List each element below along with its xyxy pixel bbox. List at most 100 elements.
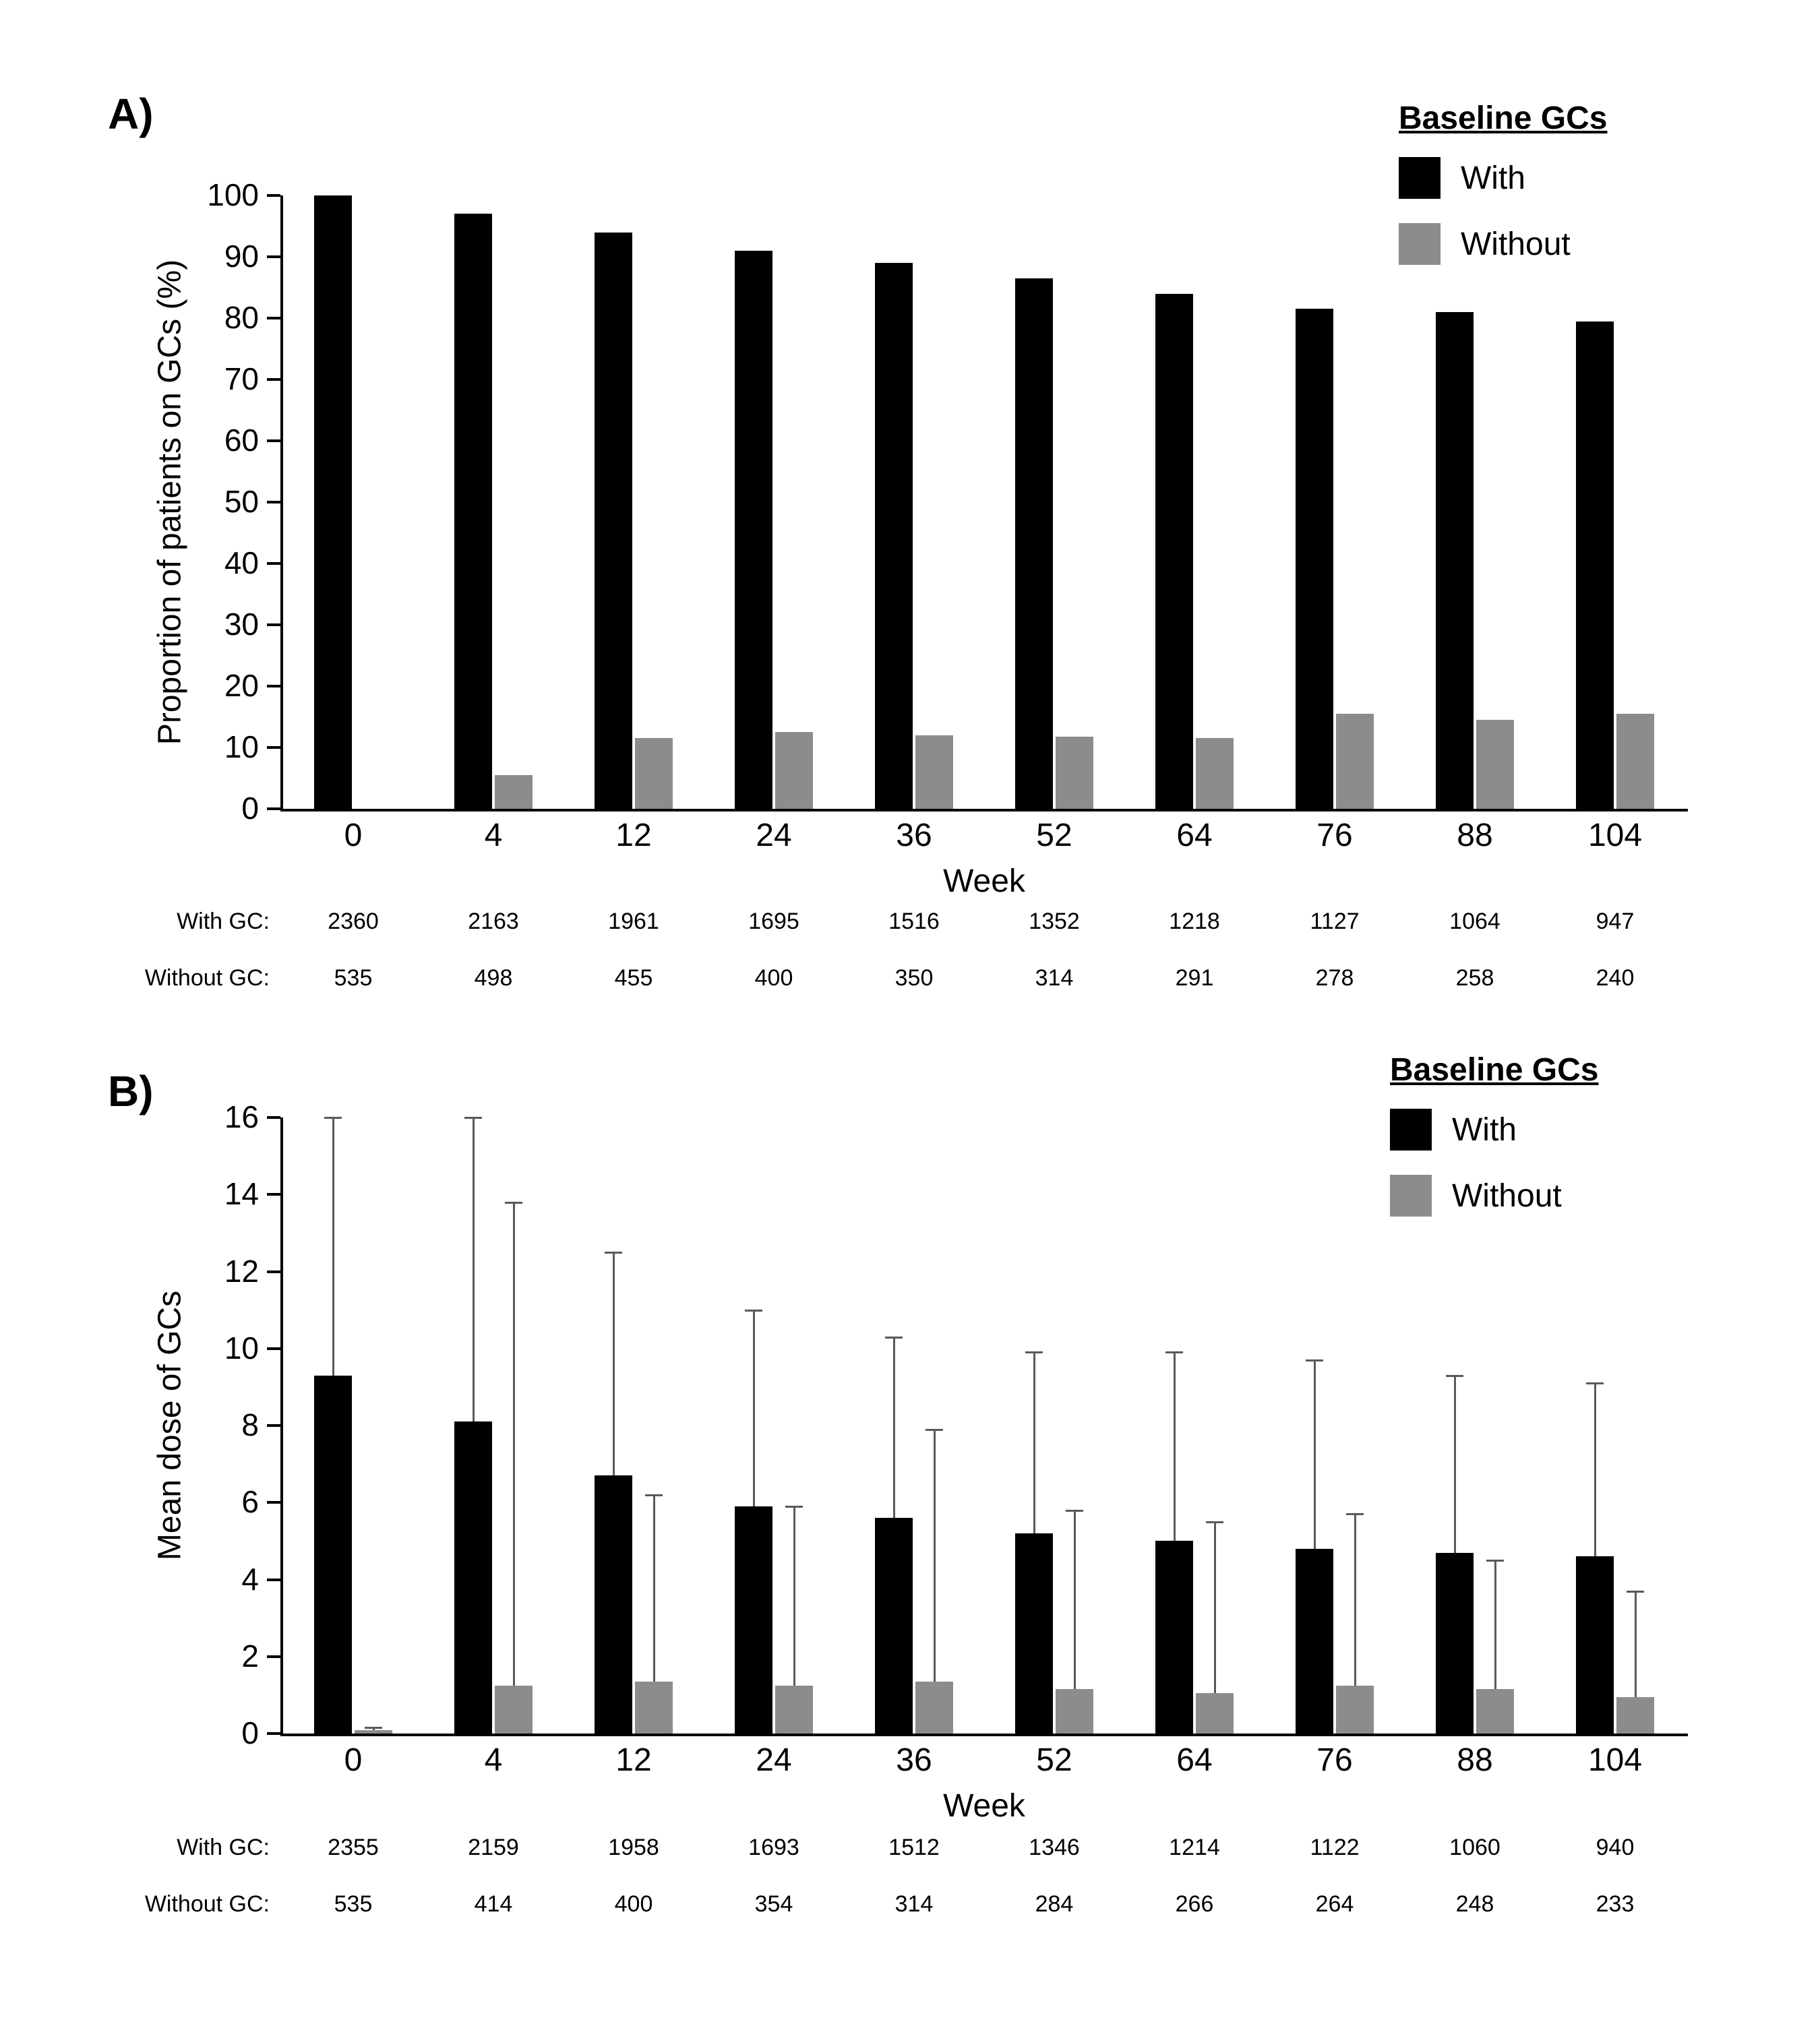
x-tick-label: 4 xyxy=(484,1742,503,1778)
table-value: 264 xyxy=(1315,1891,1354,1917)
y-tick-label: 30 xyxy=(224,607,259,642)
table-value: 1060 xyxy=(1449,1835,1500,1860)
y-tick-label: 60 xyxy=(224,423,259,458)
table-value: 947 xyxy=(1596,909,1635,934)
table-value: 240 xyxy=(1596,965,1635,991)
error-cap-with-week-4 xyxy=(464,1117,482,1119)
error-cap-with-week-64 xyxy=(1165,1351,1183,1354)
y-tick xyxy=(267,1578,280,1581)
bar-with-week-104 xyxy=(1576,1556,1614,1734)
table-value: 1958 xyxy=(608,1835,659,1860)
error-cap-with-week-76 xyxy=(1306,1359,1323,1361)
table-row-label: Without GC: xyxy=(144,965,270,991)
x-axis-line xyxy=(280,809,1688,811)
bar-without-week-24 xyxy=(775,1685,813,1734)
error-cap-with-week-0 xyxy=(324,1117,342,1119)
error-cap-without-week-88 xyxy=(1486,1559,1504,1562)
error-cap-without-week-4 xyxy=(505,1201,522,1204)
bar-without-week-12 xyxy=(635,738,673,809)
y-tick-label: 80 xyxy=(224,300,259,335)
error-bar-with-week-64 xyxy=(1173,1352,1176,1541)
bar-with-week-12 xyxy=(595,1475,632,1734)
y-tick-label: 0 xyxy=(241,1715,259,1750)
error-cap-with-week-104 xyxy=(1586,1382,1604,1385)
x-tick-label: 104 xyxy=(1587,1742,1643,1778)
y-tick-label: 2 xyxy=(241,1638,259,1674)
error-cap-without-week-36 xyxy=(926,1428,943,1431)
table-value: 278 xyxy=(1315,965,1354,991)
bar-without-week-104 xyxy=(1616,1696,1654,1734)
error-cap-without-week-104 xyxy=(1627,1590,1644,1593)
table-value: 1122 xyxy=(1310,1835,1360,1860)
table-value: 350 xyxy=(894,965,934,991)
error-bar-with-week-52 xyxy=(1033,1352,1035,1533)
table-value: 354 xyxy=(754,1891,793,1917)
bar-with-week-4 xyxy=(454,1421,492,1734)
x-tick-label: 52 xyxy=(1036,1742,1072,1778)
legend-item-with: With xyxy=(1390,1109,1598,1151)
x-tick-label: 0 xyxy=(344,1742,363,1778)
error-bar-with-week-88 xyxy=(1453,1375,1456,1553)
bar-with-week-52 xyxy=(1015,1533,1053,1734)
table-value: 1214 xyxy=(1169,1835,1220,1860)
y-tick xyxy=(267,623,280,626)
legend-item-without: Without xyxy=(1399,223,1607,265)
x-tick-label: 24 xyxy=(756,1742,792,1778)
y-tick xyxy=(267,1655,280,1658)
error-bar-without-week-76 xyxy=(1354,1514,1356,1686)
error-bar-without-week-104 xyxy=(1634,1591,1637,1697)
x-axis-line xyxy=(280,1734,1688,1736)
bar-without-week-0 xyxy=(355,1730,392,1734)
bar-with-week-76 xyxy=(1296,1548,1333,1734)
y-tick xyxy=(267,439,280,442)
bar-with-week-4 xyxy=(454,214,492,809)
table-value: 258 xyxy=(1455,965,1494,991)
panel-a-label: A) xyxy=(108,90,154,138)
table-value: 1693 xyxy=(748,1835,799,1860)
table-value: 455 xyxy=(614,965,653,991)
error-cap-with-week-52 xyxy=(1025,1351,1043,1354)
table-value: 1346 xyxy=(1029,1835,1080,1860)
y-tick xyxy=(267,1347,280,1350)
y-tick xyxy=(267,501,280,503)
y-tick xyxy=(267,685,280,687)
bar-without-week-4 xyxy=(495,774,533,809)
table-value: 2159 xyxy=(468,1835,519,1860)
legend-title: Baseline GCs xyxy=(1399,100,1608,136)
y-tick-label: 8 xyxy=(241,1407,259,1442)
y-axis-title: Mean dose of GCs xyxy=(152,1290,188,1561)
legend-item-with: With xyxy=(1399,157,1607,199)
error-cap-with-week-36 xyxy=(885,1336,903,1339)
x-axis-title: Week xyxy=(943,863,1025,899)
y-tick-label: 4 xyxy=(241,1561,259,1597)
y-tick xyxy=(267,746,280,749)
bar-with-week-52 xyxy=(1015,278,1053,809)
panel-b-label: B) xyxy=(108,1067,154,1115)
bar-without-week-36 xyxy=(915,735,953,809)
table-value: 1064 xyxy=(1449,909,1500,934)
table-value: 314 xyxy=(894,1891,934,1917)
bar-without-week-76 xyxy=(1336,1685,1374,1734)
table-value: 1352 xyxy=(1029,909,1080,934)
bar-without-week-52 xyxy=(1056,736,1093,809)
y-tick xyxy=(267,1732,280,1735)
bar-with-week-12 xyxy=(595,232,632,809)
error-bar-without-week-24 xyxy=(793,1506,795,1686)
x-tick-label: 12 xyxy=(615,1742,652,1778)
y-axis-line xyxy=(280,1117,283,1736)
error-cap-without-week-0 xyxy=(365,1727,382,1729)
legend-title: Baseline GCs xyxy=(1390,1052,1599,1088)
x-tick-label: 4 xyxy=(484,818,503,853)
x-tick-label: 76 xyxy=(1316,818,1353,853)
table-value: 535 xyxy=(334,965,373,991)
table-value: 1695 xyxy=(748,909,799,934)
x-tick-label: 0 xyxy=(344,818,363,853)
legend-label-without: Without xyxy=(1452,1177,1562,1214)
panel-a: A) Baseline GCs With Without 0 10 20 30 40 50… xyxy=(108,90,1688,991)
with-swatch-icon xyxy=(1399,157,1440,199)
table-value: 2163 xyxy=(468,909,519,934)
y-tick xyxy=(267,562,280,565)
x-tick-label: 64 xyxy=(1176,1742,1213,1778)
table-row-label: With GC: xyxy=(177,909,270,934)
